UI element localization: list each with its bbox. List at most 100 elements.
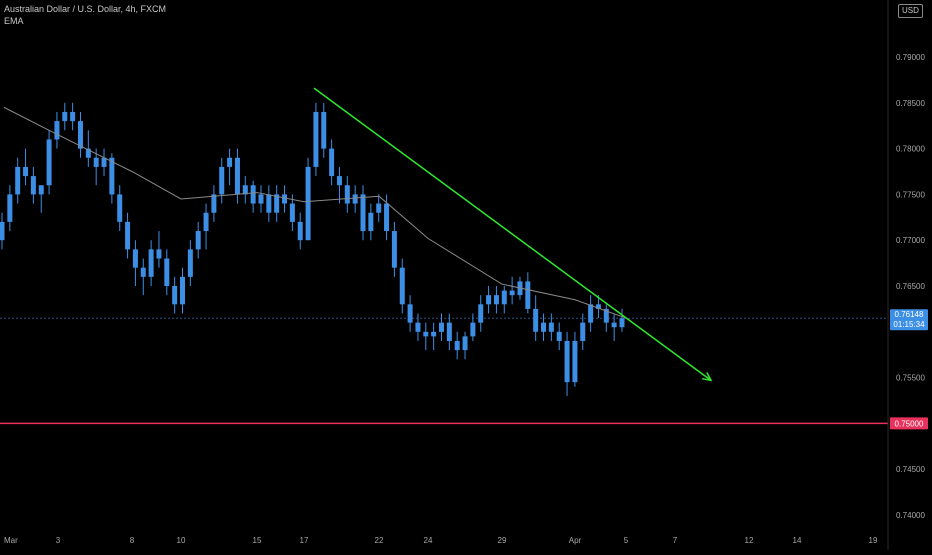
candle bbox=[525, 272, 531, 314]
time-tick-label: 3 bbox=[56, 536, 61, 545]
candle bbox=[305, 157, 311, 241]
price-tick-label: 0.74500 bbox=[896, 465, 925, 474]
candle-body bbox=[454, 340, 460, 351]
candle-body bbox=[415, 322, 421, 332]
support-price-tag: 0.75000 bbox=[890, 417, 928, 430]
candle-body bbox=[227, 157, 233, 167]
candle bbox=[234, 148, 240, 204]
candle bbox=[548, 313, 554, 341]
candle-body bbox=[70, 111, 76, 122]
candle bbox=[541, 313, 547, 341]
candle bbox=[470, 313, 476, 341]
candle bbox=[101, 148, 107, 177]
candle bbox=[250, 180, 256, 213]
candle bbox=[611, 313, 617, 341]
candle-body bbox=[195, 231, 201, 250]
candle-body bbox=[501, 290, 507, 305]
candles-layer bbox=[0, 102, 625, 396]
trendline[interactable] bbox=[313, 87, 712, 381]
candle-body bbox=[211, 194, 217, 213]
candle-body bbox=[336, 176, 342, 186]
candle bbox=[329, 139, 335, 186]
candle-body bbox=[572, 340, 578, 383]
trendline-arrowhead bbox=[702, 372, 713, 382]
candle bbox=[77, 111, 83, 158]
candle bbox=[0, 212, 5, 250]
candle bbox=[603, 304, 609, 332]
price-tick-label: 0.74000 bbox=[896, 511, 925, 520]
candle bbox=[266, 185, 272, 222]
candle-body bbox=[0, 221, 5, 241]
candle-body bbox=[187, 249, 193, 277]
candle-body bbox=[431, 331, 437, 337]
candle-body bbox=[30, 176, 36, 195]
candle bbox=[15, 157, 21, 204]
candle-body bbox=[329, 148, 335, 177]
candle bbox=[258, 185, 264, 213]
candle bbox=[399, 258, 405, 314]
candle bbox=[219, 157, 225, 204]
time-tick-label: 7 bbox=[673, 536, 678, 545]
ema-legend[interactable]: EMA bbox=[4, 16, 24, 26]
candle-body bbox=[250, 185, 256, 204]
candle bbox=[85, 130, 91, 167]
candle-body bbox=[305, 166, 311, 241]
candle bbox=[30, 166, 36, 204]
time-tick-label: 8 bbox=[130, 536, 135, 545]
candle-body bbox=[525, 281, 531, 309]
candle bbox=[297, 212, 303, 250]
candle bbox=[336, 166, 342, 204]
candle-body bbox=[564, 340, 570, 383]
trendline-layer bbox=[313, 87, 713, 382]
candle bbox=[70, 102, 76, 131]
time-tick-label: Mar bbox=[4, 536, 18, 545]
candle-body bbox=[446, 322, 452, 341]
candle-body bbox=[117, 194, 123, 222]
candle bbox=[619, 308, 625, 332]
candle-body bbox=[54, 121, 60, 140]
symbol-legend[interactable]: Australian Dollar / U.S. Dollar, 4h, FXC… bbox=[4, 4, 167, 14]
candle-body bbox=[266, 194, 272, 213]
candle-body bbox=[46, 139, 52, 186]
time-axis[interactable]: Mar 3 8 10 15 17 22 24 29 Apr 5 7 12 14 19 bbox=[4, 536, 878, 545]
time-tick-label: 10 bbox=[177, 536, 186, 545]
candle bbox=[423, 322, 429, 351]
candle bbox=[289, 194, 295, 232]
candle-body bbox=[93, 157, 99, 167]
currency-button[interactable]: USD bbox=[898, 4, 923, 18]
candle-body bbox=[7, 194, 13, 222]
candle-body bbox=[533, 308, 539, 332]
candle bbox=[360, 185, 366, 241]
candle-body bbox=[172, 286, 178, 305]
price-axis[interactable]: 0.79000 0.78500 0.78000 0.77500 0.77000 0.765… bbox=[896, 53, 925, 520]
candle bbox=[556, 322, 562, 351]
candle-body bbox=[595, 304, 601, 309]
candle-body bbox=[368, 212, 374, 232]
candle bbox=[509, 276, 515, 305]
candle-body bbox=[274, 194, 280, 213]
candle-body bbox=[588, 304, 594, 323]
price-tick-label: 0.79000 bbox=[896, 53, 925, 62]
candle-body bbox=[101, 157, 107, 167]
candle bbox=[462, 331, 468, 360]
candle-body bbox=[556, 331, 562, 341]
candle-body bbox=[548, 322, 554, 332]
candle bbox=[117, 185, 123, 232]
time-tick-label: 19 bbox=[869, 536, 878, 545]
candle-body bbox=[38, 185, 44, 195]
time-tick-label: Apr bbox=[569, 536, 582, 545]
candle-body bbox=[164, 258, 170, 286]
time-tick-label: 5 bbox=[624, 536, 629, 545]
candle bbox=[156, 231, 162, 268]
candle bbox=[172, 276, 178, 314]
candle-body bbox=[509, 290, 515, 296]
time-tick-label: 14 bbox=[793, 536, 802, 545]
candle-body bbox=[219, 166, 225, 195]
bar-countdown: 01:15:34 bbox=[893, 320, 925, 329]
candle-body bbox=[486, 295, 492, 305]
price-tick-label: 0.76500 bbox=[896, 282, 925, 291]
candle bbox=[180, 267, 186, 314]
candle bbox=[478, 295, 484, 332]
